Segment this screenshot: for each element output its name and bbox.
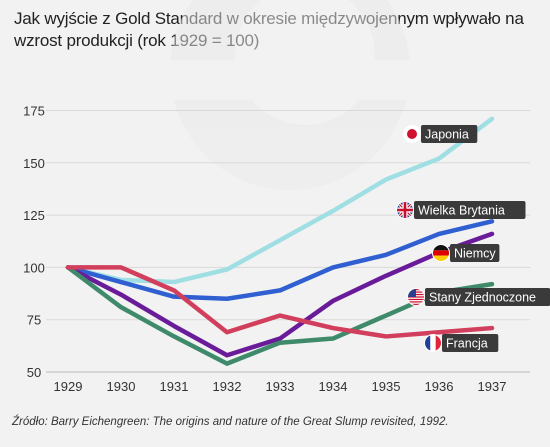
series-label-bg [425, 288, 550, 306]
x-tick-label: 1937 [478, 379, 507, 394]
y-tick-label: 175 [23, 103, 45, 118]
uk-flag-icon [397, 202, 413, 218]
y-tick-label: 125 [23, 208, 45, 223]
series-line-niemcy [65, 231, 495, 358]
watermark-mask [0, 60, 550, 100]
germany-flag-icon [433, 245, 449, 261]
japan-flag-icon [404, 126, 420, 142]
series-label-bg [414, 201, 526, 219]
y-tick-label: 100 [23, 260, 45, 275]
series-label-stany-zjednoczone: Stany Zjednoczone [407, 288, 550, 306]
series-label-wielka-brytania: Wielka Brytania [396, 201, 526, 219]
series-label-japonia: Japonia [403, 125, 478, 143]
series-label-text: Francja [446, 337, 488, 351]
y-tick-label: 75 [27, 313, 41, 328]
x-tick-label: 1932 [213, 379, 242, 394]
series-line-japonia [65, 116, 495, 285]
series-label-bg [442, 334, 499, 352]
y-tick-label: 150 [23, 156, 45, 171]
usa-flag-icon [408, 289, 424, 305]
y-tick-label: 50 [27, 365, 41, 380]
x-tick-label: 1933 [266, 379, 295, 394]
series-label-text: Japonia [425, 128, 469, 142]
x-tick-label: 1936 [425, 379, 454, 394]
source-note: Źródło: Barry Eichengreen: The origins a… [12, 416, 449, 428]
x-tick-label: 1930 [107, 379, 136, 394]
watermark-logo [0, 0, 550, 190]
x-tick-label: 1934 [319, 379, 348, 394]
series-label-text: Niemcy [454, 247, 496, 261]
series-label-francja: Francja [424, 334, 499, 352]
series-line-wielka-brytania [65, 219, 495, 302]
series-label-bg [450, 244, 500, 262]
x-tick-label: 1935 [372, 379, 401, 394]
x-tick-label: 1931 [160, 379, 189, 394]
series-label-bg [421, 125, 478, 143]
series-label-niemcy: Niemcy [432, 244, 500, 262]
series-label-text: Wielka Brytania [418, 204, 505, 218]
x-tick-label: 1929 [54, 379, 83, 394]
series-line-francja [65, 265, 495, 339]
series-label-text: Stany Zjednoczone [429, 291, 536, 305]
france-flag-icon [425, 335, 441, 351]
